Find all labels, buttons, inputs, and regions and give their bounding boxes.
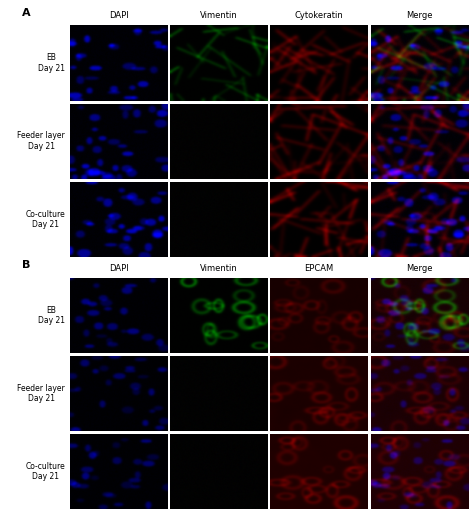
- Text: DAPI: DAPI: [109, 11, 128, 20]
- Text: Merge: Merge: [406, 11, 432, 20]
- Text: Vimentin: Vimentin: [200, 11, 238, 20]
- Text: Co-culture
Day 21: Co-culture Day 21: [25, 210, 65, 229]
- Text: Vimentin: Vimentin: [200, 264, 238, 272]
- Text: B: B: [22, 260, 30, 270]
- Text: EB
Day 21: EB Day 21: [38, 53, 65, 73]
- Text: Feeder layer
Day 21: Feeder layer Day 21: [17, 384, 65, 403]
- Text: EB
Day 21: EB Day 21: [38, 305, 65, 325]
- Text: Cytokeratin: Cytokeratin: [295, 11, 344, 20]
- Text: EPCAM: EPCAM: [304, 264, 334, 272]
- Text: Merge: Merge: [406, 264, 432, 272]
- Text: DAPI: DAPI: [109, 264, 128, 272]
- Text: Co-culture
Day 21: Co-culture Day 21: [25, 462, 65, 481]
- Text: Feeder layer
Day 21: Feeder layer Day 21: [17, 131, 65, 151]
- Text: A: A: [22, 8, 30, 17]
